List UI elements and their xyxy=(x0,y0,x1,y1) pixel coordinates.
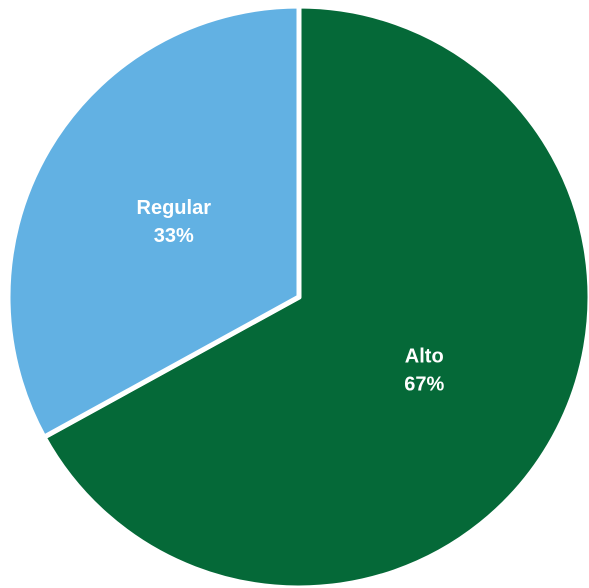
slice-label: Regular xyxy=(137,197,212,219)
slice-value-label: 67% xyxy=(404,373,444,395)
slice-value-label: 33% xyxy=(154,225,194,247)
pie-slice xyxy=(5,3,302,440)
slice-label: Alto xyxy=(405,345,444,367)
pie-slice xyxy=(41,3,589,588)
